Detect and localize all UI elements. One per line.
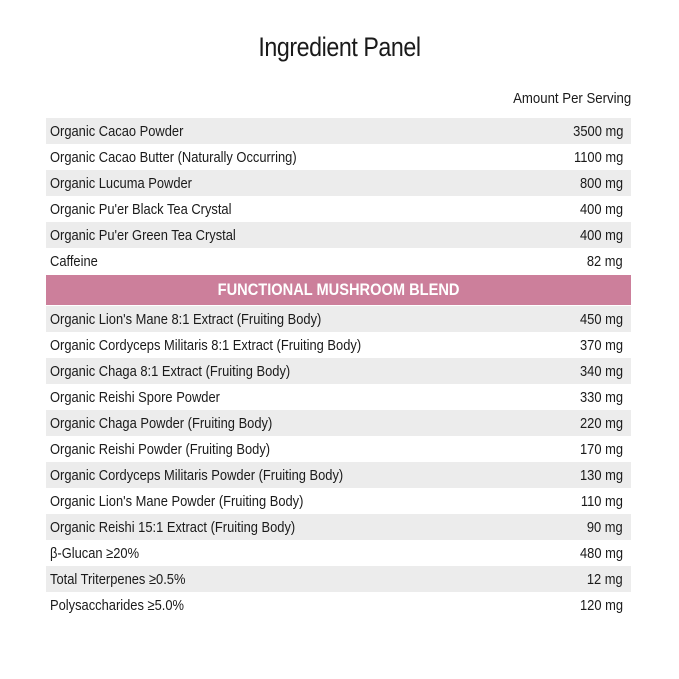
amount-per-serving-header: Amount Per Serving: [512, 90, 631, 107]
ingredient-name: Organic Cordyceps Militaris 8:1 Extract …: [50, 336, 362, 354]
ingredient-row: Organic Reishi Powder (Fruiting Body) 17…: [46, 436, 631, 462]
ingredient-name: Organic Chaga 8:1 Extract (Fruiting Body…: [50, 362, 291, 380]
ingredient-amount: 370 mg: [579, 336, 623, 354]
ingredient-amount: 480 mg: [579, 544, 623, 562]
ingredient-amount: 340 mg: [579, 362, 623, 380]
ingredient-amount: 130 mg: [579, 466, 623, 484]
ingredient-row: Organic Lucuma Powder 800 mg: [46, 170, 631, 196]
ingredient-panel: Organic Cacao Powder 3500 mg Organic Cac…: [46, 118, 631, 618]
ingredient-amount: 110 mg: [580, 492, 623, 510]
ingredient-amount: 330 mg: [579, 388, 623, 406]
ingredient-name: Organic Lion's Mane Powder (Fruiting Bod…: [50, 492, 304, 510]
ingredient-row: Organic Reishi 15:1 Extract (Fruiting Bo…: [46, 514, 631, 540]
ingredient-amount: 800 mg: [579, 174, 623, 192]
ingredient-name: Total Triterpenes ≥0.5%: [50, 570, 186, 588]
ingredient-amount: 12 mg: [587, 570, 623, 588]
ingredient-name: Polysaccharides ≥5.0%: [50, 596, 184, 614]
blend-header-band: FUNCTIONAL MUSHROOM BLEND: [46, 275, 631, 305]
ingredient-amount: 220 mg: [579, 414, 623, 432]
ingredient-name: Organic Reishi 15:1 Extract (Fruiting Bo…: [50, 518, 296, 536]
ingredient-amount: 3500 mg: [572, 122, 623, 140]
ingredient-row: Organic Lion's Mane Powder (Fruiting Bod…: [46, 488, 631, 514]
ingredient-name: β-Glucan ≥20%: [50, 544, 140, 562]
ingredient-name: Organic Chaga Powder (Fruiting Body): [50, 414, 273, 432]
ingredient-amount: 82 mg: [587, 252, 623, 270]
base-ingredient-list: Organic Cacao Powder 3500 mg Organic Cac…: [46, 118, 631, 274]
ingredient-name: Organic Pu'er Black Tea Crystal: [50, 200, 232, 218]
ingredient-name: Organic Cacao Butter (Naturally Occurrin…: [50, 148, 297, 166]
blend-title: FUNCTIONAL MUSHROOM BLEND: [217, 280, 460, 299]
ingredient-name: Organic Cordyceps Militaris Powder (Frui…: [50, 466, 344, 484]
ingredient-row: Total Triterpenes ≥0.5% 12 mg: [46, 566, 631, 592]
ingredient-amount: 400 mg: [579, 200, 623, 218]
ingredient-name: Organic Lucuma Powder: [50, 174, 192, 192]
ingredient-row: Organic Chaga Powder (Fruiting Body) 220…: [46, 410, 631, 436]
blend-ingredient-list: Organic Lion's Mane 8:1 Extract (Fruitin…: [46, 306, 631, 618]
ingredient-row: β-Glucan ≥20% 480 mg: [46, 540, 631, 566]
ingredient-amount: 90 mg: [587, 518, 623, 536]
ingredient-row: Organic Cacao Butter (Naturally Occurrin…: [46, 144, 631, 170]
ingredient-name: Organic Reishi Spore Powder: [50, 388, 220, 406]
ingredient-amount: 170 mg: [579, 440, 623, 458]
ingredient-row: Organic Cordyceps Militaris 8:1 Extract …: [46, 332, 631, 358]
ingredient-amount: 450 mg: [579, 310, 623, 328]
ingredient-name: Organic Lion's Mane 8:1 Extract (Fruitin…: [50, 310, 322, 328]
ingredient-row: Organic Chaga 8:1 Extract (Fruiting Body…: [46, 358, 631, 384]
ingredient-amount: 120 mg: [579, 596, 623, 614]
ingredient-row: Organic Cordyceps Militaris Powder (Frui…: [46, 462, 631, 488]
ingredient-amount: 400 mg: [579, 226, 623, 244]
ingredient-name: Organic Cacao Powder: [50, 122, 184, 140]
ingredient-name: Organic Reishi Powder (Fruiting Body): [50, 440, 271, 458]
ingredient-row: Caffeine 82 mg: [46, 248, 631, 274]
ingredient-row: Organic Lion's Mane 8:1 Extract (Fruitin…: [46, 306, 631, 332]
ingredient-row: Organic Reishi Spore Powder 330 mg: [46, 384, 631, 410]
ingredient-name: Organic Pu'er Green Tea Crystal: [50, 226, 236, 244]
ingredient-row: Organic Pu'er Green Tea Crystal 400 mg: [46, 222, 631, 248]
page-title: Ingredient Panel: [258, 32, 421, 62]
ingredient-row: Polysaccharides ≥5.0% 120 mg: [46, 592, 631, 618]
ingredient-amount: 1100 mg: [573, 148, 623, 166]
ingredient-row: Organic Cacao Powder 3500 mg: [46, 118, 631, 144]
ingredient-row: Organic Pu'er Black Tea Crystal 400 mg: [46, 196, 631, 222]
ingredient-name: Caffeine: [50, 252, 98, 270]
